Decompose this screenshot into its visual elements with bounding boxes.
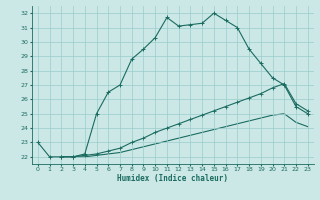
X-axis label: Humidex (Indice chaleur): Humidex (Indice chaleur) [117,174,228,183]
